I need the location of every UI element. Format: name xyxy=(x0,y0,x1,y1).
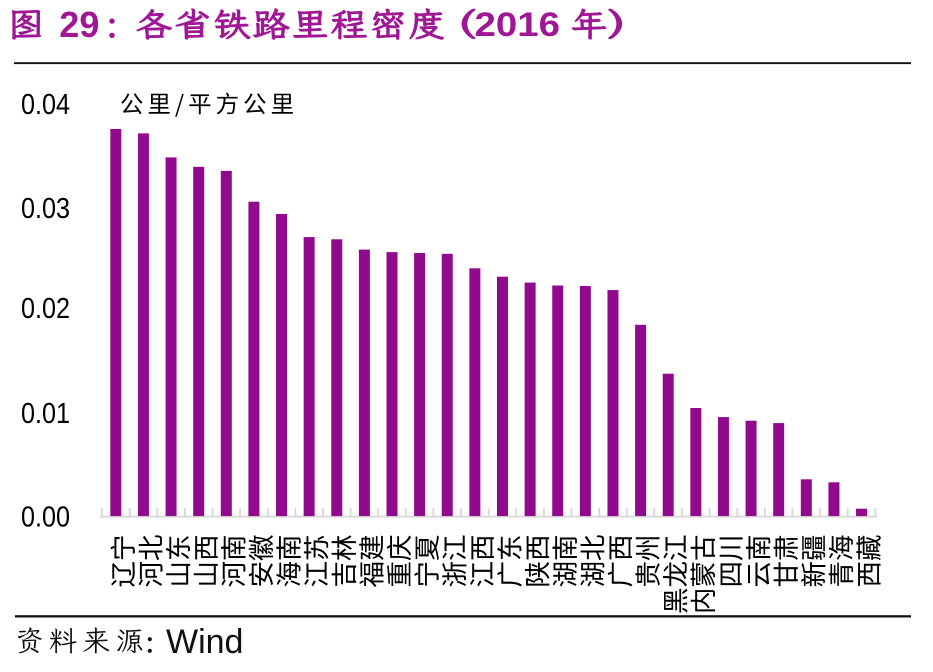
svg-text:0.03: 0.03 xyxy=(21,193,70,225)
svg-text:0.00: 0.00 xyxy=(21,502,70,534)
svg-text:0.04: 0.04 xyxy=(21,89,70,121)
svg-text:2016: 2016 xyxy=(475,6,561,44)
svg-text:Wind: Wind xyxy=(166,623,243,661)
svg-text:29: 29 xyxy=(59,4,99,45)
svg-text:0.01: 0.01 xyxy=(21,398,70,430)
svg-text:0.02: 0.02 xyxy=(21,293,70,325)
